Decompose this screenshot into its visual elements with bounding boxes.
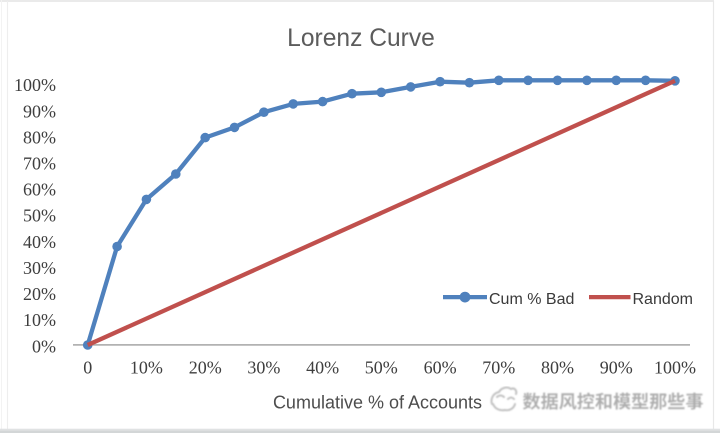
svg-text:90%: 90%	[600, 358, 633, 378]
svg-text:60%: 60%	[424, 358, 457, 378]
svg-text:0%: 0%	[32, 336, 56, 356]
svg-text:50%: 50%	[365, 358, 398, 378]
svg-text:20%: 20%	[23, 284, 56, 304]
svg-text:40%: 40%	[306, 358, 339, 378]
svg-text:80%: 80%	[541, 358, 574, 378]
svg-text:40%: 40%	[23, 232, 56, 252]
svg-text:10%: 10%	[130, 358, 163, 378]
svg-text:100%: 100%	[654, 358, 696, 378]
svg-text:90%: 90%	[23, 101, 56, 121]
svg-text:10%: 10%	[23, 310, 56, 330]
svg-text:Cumulative % of Accounts: Cumulative % of Accounts	[273, 393, 482, 413]
svg-text:0: 0	[83, 358, 92, 378]
svg-text:30%: 30%	[23, 258, 56, 278]
svg-text:Lorenz Curve: Lorenz Curve	[287, 25, 435, 52]
svg-text:Random: Random	[633, 291, 693, 308]
svg-text:70%: 70%	[482, 358, 515, 378]
svg-text:20%: 20%	[189, 358, 222, 378]
svg-text:30%: 30%	[247, 358, 280, 378]
svg-text:60%: 60%	[23, 180, 56, 200]
svg-text:100%: 100%	[14, 75, 56, 95]
svg-text:Cum % Bad: Cum % Bad	[489, 291, 574, 308]
svg-text:50%: 50%	[23, 206, 56, 226]
svg-text:70%: 70%	[23, 154, 56, 174]
svg-text:80%: 80%	[23, 127, 56, 147]
